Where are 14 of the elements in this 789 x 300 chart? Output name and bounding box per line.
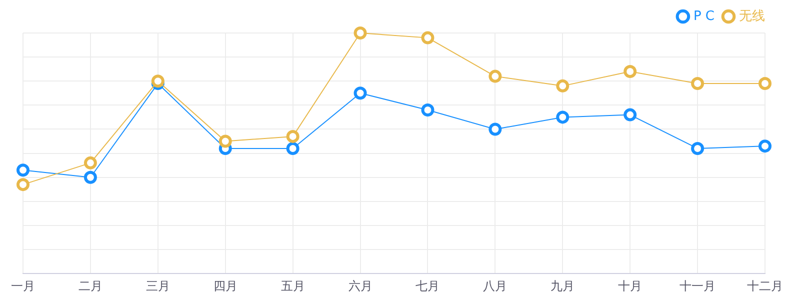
x-tick-label: 五月 — [280, 278, 305, 293]
x-tick-label: 九月 — [550, 278, 575, 293]
x-tick-label: 八月 — [483, 278, 508, 293]
x-tick-label: 十二月 — [747, 278, 783, 293]
x-tick-label: 十月 — [618, 278, 642, 293]
x-tick-label: 七月 — [416, 278, 440, 293]
x-tick-label: 四月 — [213, 278, 238, 293]
x-tick-label: 三月 — [146, 278, 170, 293]
legend-label: P C — [693, 8, 715, 24]
x-tick-label: 六月 — [348, 278, 372, 293]
x-tick-label: 二月 — [78, 278, 102, 293]
x-tick-label: 十一月 — [680, 278, 716, 293]
x-tick-label: 一月 — [11, 278, 35, 293]
legend-label: 无线 — [739, 8, 765, 24]
